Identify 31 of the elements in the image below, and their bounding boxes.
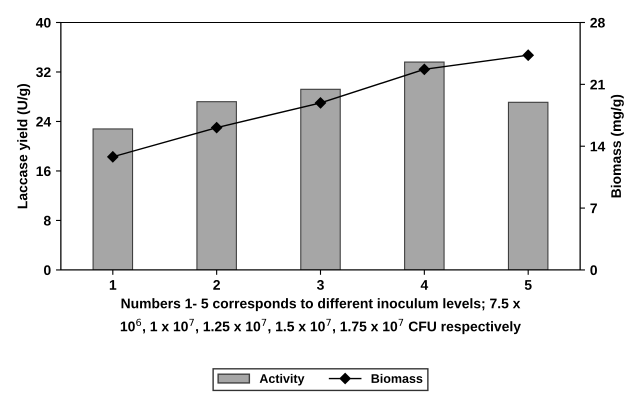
point <box>107 151 118 162</box>
bar <box>404 62 445 270</box>
x-tick-label: 2 <box>213 280 220 290</box>
bar <box>92 128 134 270</box>
x-tick-label: 3 <box>316 280 324 290</box>
bar <box>300 88 341 270</box>
point <box>211 122 222 134</box>
y-tick-label: 16 <box>36 166 51 176</box>
legend-label: Biomass <box>372 374 422 384</box>
y2-tick-label: 7 <box>590 204 597 214</box>
x-tick-label: 4 <box>420 280 428 290</box>
y2-tick-label: 21 <box>590 80 605 90</box>
y-tick-label: 40 <box>36 18 51 28</box>
y-tick-label: 0 <box>44 265 51 276</box>
x-tick-label: 5 <box>524 280 532 290</box>
point <box>314 97 326 109</box>
point <box>418 64 430 75</box>
x-tick-label: 1 <box>110 280 116 290</box>
y-tick-label: 24 <box>36 116 52 127</box>
y-axis-title: Laccase yield (U/g) <box>17 84 30 208</box>
y2-tick-label: 28 <box>590 18 605 28</box>
y-tick-label: 8 <box>44 216 51 226</box>
bar <box>508 102 548 270</box>
y2-tick-label: 14 <box>590 142 606 152</box>
y-tick-label: 32 <box>36 67 51 78</box>
point <box>522 50 534 61</box>
y2-tick-label: 0 <box>590 265 597 276</box>
bar <box>196 101 237 270</box>
text: Numbers 1- 5 corresponds to different inoculum levels; 7.5 x 10$^{6}$, 1 x 10$^{7}$, 1.25 x 10$^{7}$, 1.5 x 10$^{7}$, 1.75 x 10$^{7}$ CFU respectively <box>120 298 521 334</box>
legend-label: Activity <box>260 374 304 386</box>
y2-axis-title: Biomass (mg/g) <box>610 94 624 198</box>
